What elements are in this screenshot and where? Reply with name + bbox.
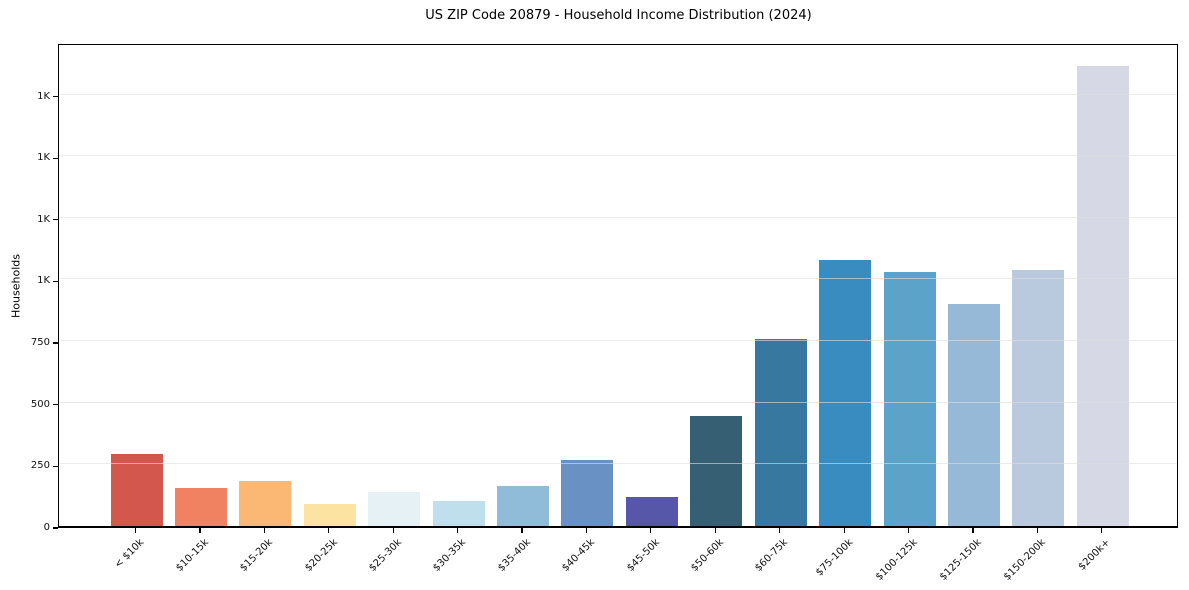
x-tick-label: $60-75k xyxy=(753,537,791,574)
y-tick-mark xyxy=(53,465,58,467)
x-tick-mark xyxy=(521,528,523,533)
y-gridline xyxy=(59,216,1177,218)
y-tick-label: 750 xyxy=(30,337,50,349)
x-tick-label: $25-30k xyxy=(367,537,404,574)
y-gridline xyxy=(59,340,1177,342)
y-tick-mark xyxy=(53,342,58,344)
bar-$50-60k xyxy=(690,415,743,526)
x-tick-label: $20-25k xyxy=(302,537,340,574)
y-tick-label: 1K xyxy=(37,152,50,164)
x-tick-label: $150-200k xyxy=(1002,537,1049,583)
y-tick-label: 250 xyxy=(30,460,50,472)
y-tick-mark xyxy=(53,404,58,406)
y-tick-label: 1K xyxy=(37,213,50,225)
plot-area xyxy=(58,44,1178,528)
y-gridline xyxy=(59,155,1177,157)
x-tick-label: $100-125k xyxy=(873,537,920,583)
bar-$20-25k xyxy=(303,504,356,526)
y-gridline xyxy=(59,463,1177,465)
y-tick-label: 500 xyxy=(30,398,50,410)
bar-$75-100k xyxy=(819,259,872,526)
x-tick-mark xyxy=(1101,528,1103,533)
bar-$125-150k xyxy=(947,303,1000,526)
x-tick-mark xyxy=(972,528,974,533)
y-tick-label: 0 xyxy=(43,522,50,533)
bar-$25-30k xyxy=(368,492,421,526)
x-tick-mark xyxy=(907,528,910,533)
x-tick-label: $35-40k xyxy=(495,537,533,574)
x-tick-mark xyxy=(779,528,781,533)
x-tick-label: $10-15k xyxy=(173,537,211,574)
x-tick-label: $125-150k xyxy=(937,537,984,583)
x-tick-label: $15-20k xyxy=(238,537,276,574)
x-tick-label: $30-35k xyxy=(431,537,469,574)
x-tick-mark xyxy=(392,528,394,533)
chart-title: US ZIP Code 20879 - Household Income Dis… xyxy=(425,8,812,23)
bar-$150-200k xyxy=(1012,269,1065,526)
x-tick-mark xyxy=(650,528,652,533)
bar-$60-75k xyxy=(754,338,807,526)
x-tick-mark xyxy=(263,528,265,533)
bar-$30-35k xyxy=(432,500,485,526)
x-tick-label: < $10k xyxy=(112,537,147,571)
x-tick-mark xyxy=(1036,528,1038,533)
x-tick-mark xyxy=(457,528,459,533)
x-tick-label: $200k+ xyxy=(1076,537,1113,573)
x-tick-label: $75-100k xyxy=(813,537,855,579)
x-tick-mark xyxy=(843,528,845,533)
bar-$100-125k xyxy=(883,272,936,526)
y-gridline xyxy=(59,93,1177,95)
y-tick-mark xyxy=(53,157,58,159)
y-gridline xyxy=(59,278,1177,280)
y-tick-mark xyxy=(53,527,58,529)
bar-$35-40k xyxy=(497,485,550,526)
y-tick-mark xyxy=(53,219,58,221)
y-tick-label: 1K xyxy=(37,90,50,102)
bar-$15-20k xyxy=(239,480,292,526)
bar-$45-50k xyxy=(625,497,678,526)
x-tick-mark xyxy=(134,528,137,533)
bar-< $10k xyxy=(110,454,163,526)
y-gridline xyxy=(59,401,1177,403)
y-tick-label: 1K xyxy=(37,275,50,287)
bar-$40-45k xyxy=(561,460,614,526)
x-tick-mark xyxy=(585,528,588,533)
y-tick-mark xyxy=(53,280,58,283)
x-tick-mark xyxy=(199,528,201,533)
y-tick-mark xyxy=(53,95,58,98)
x-tick-mark xyxy=(328,528,330,533)
x-tick-mark xyxy=(714,528,716,533)
x-tick-label: $40-45k xyxy=(560,537,598,574)
bar-$10-15k xyxy=(174,488,227,526)
x-tick-label: $45-50k xyxy=(624,537,662,574)
x-tick-label: $50-60k xyxy=(689,537,727,574)
bar-$200k+ xyxy=(1076,65,1129,526)
